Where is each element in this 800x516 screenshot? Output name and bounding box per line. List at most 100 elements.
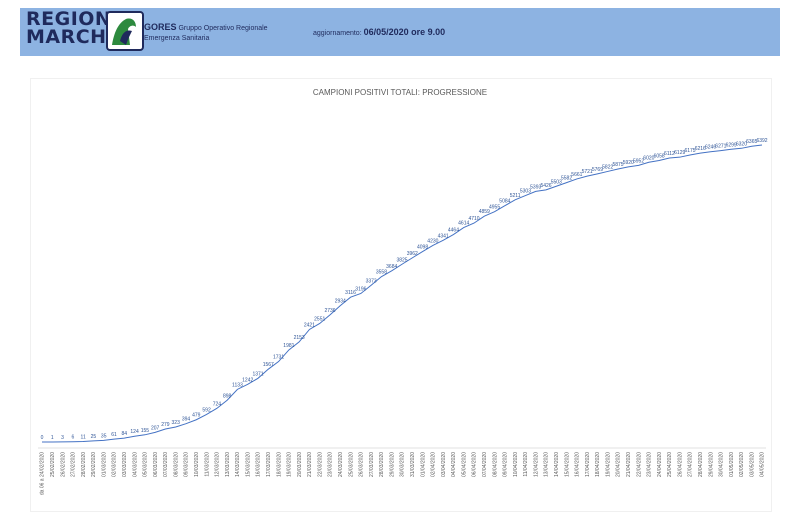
x-tick-label: 17/04/2020 <box>585 452 591 477</box>
x-tick-label: da 06 a 24/02/2020 <box>40 452 46 495</box>
data-label: 479 <box>192 413 201 419</box>
x-tick-label: 16/03/2020 <box>256 452 262 477</box>
data-label: 4341 <box>438 233 449 239</box>
data-label: 6365 <box>746 139 757 145</box>
x-tick-label: 22/03/2020 <box>317 452 323 477</box>
data-label: 5661 <box>571 172 582 178</box>
data-label: 4098 <box>417 245 428 251</box>
data-label: 5211 <box>510 193 521 199</box>
x-tick-label: 29/03/2020 <box>389 452 395 477</box>
data-label: 5393 <box>530 184 541 190</box>
data-label: 3558 <box>376 270 387 276</box>
x-tick-label: 19/04/2020 <box>605 452 611 477</box>
chart-frame <box>30 78 772 512</box>
x-tick-label: 12/03/2020 <box>215 452 221 477</box>
x-tick-label: 15/04/2020 <box>564 452 570 477</box>
logo-line-2: MARCHE <box>26 26 121 48</box>
x-tick-label: 26/02/2020 <box>60 452 66 477</box>
data-label: 61 <box>111 432 117 438</box>
x-tick-label: 06/03/2020 <box>153 452 159 477</box>
x-tick-label: 28/02/2020 <box>81 452 87 477</box>
data-label: 6 <box>71 435 74 441</box>
x-tick-label: 04/04/2020 <box>451 452 457 477</box>
data-label: 3684 <box>386 264 397 270</box>
data-label: 4710 <box>468 216 479 222</box>
org-desc-1: Gruppo Operativo Regionale <box>178 25 268 32</box>
data-label: 592 <box>202 407 211 413</box>
x-tick-label: 30/03/2020 <box>400 452 406 477</box>
chart-title: CAMPIONI POSITIVI TOTALI: PROGRESSIONE <box>312 88 488 97</box>
x-tick-label: 25/04/2020 <box>667 452 673 477</box>
x-tick-label: 26/03/2020 <box>359 452 365 477</box>
data-label: 84 <box>122 431 128 437</box>
data-label: 1567 <box>263 362 274 368</box>
data-label: 3116 <box>345 290 356 296</box>
x-tick-label: 25/02/2020 <box>50 452 56 477</box>
x-tick-label: 06/04/2020 <box>472 452 478 477</box>
data-label: 4614 <box>458 221 469 227</box>
x-tick-label: 03/03/2020 <box>122 452 128 477</box>
data-label: 898 <box>223 393 232 399</box>
x-tick-label: 13/03/2020 <box>225 452 231 477</box>
x-tick-label: 28/03/2020 <box>379 452 385 477</box>
x-tick-label: 27/02/2020 <box>71 452 77 477</box>
data-label: 3 <box>61 435 64 441</box>
data-label: 124 <box>130 429 139 435</box>
data-label: 5426 <box>540 183 551 189</box>
x-tick-label: 26/04/2020 <box>677 452 683 477</box>
data-label: 2421 <box>304 322 315 328</box>
data-label: 0 <box>41 435 44 441</box>
x-tick-label: 18/04/2020 <box>595 452 601 477</box>
x-tick-label: 24/04/2020 <box>657 452 663 477</box>
x-tick-label: 13/04/2020 <box>544 452 550 477</box>
x-tick-label: 20/04/2020 <box>616 452 622 477</box>
data-label: 6271 <box>715 144 726 150</box>
x-tick-label: 30/04/2020 <box>719 452 725 477</box>
data-label: 5721 <box>582 169 593 175</box>
data-label: 5822 <box>602 164 613 170</box>
x-tick-label: 15/03/2020 <box>245 452 251 477</box>
x-tick-label: 17/03/2020 <box>266 452 272 477</box>
data-label: 1981 <box>283 343 294 349</box>
data-label: 2736 <box>324 308 335 314</box>
data-label: 5952 <box>633 158 644 164</box>
x-tick-label: 24/03/2020 <box>338 452 344 477</box>
data-label: 6058 <box>654 153 665 159</box>
x-tick-label: 11/04/2020 <box>523 452 529 477</box>
x-tick-label: 28/04/2020 <box>698 452 704 477</box>
x-tick-label: 27/03/2020 <box>369 452 375 477</box>
header-banner: REGIONE MARCHE GORES Gruppo Operativo Re… <box>20 8 780 56</box>
data-label: 4859 <box>479 209 490 215</box>
data-label: 6320 <box>736 141 747 147</box>
data-label: 5920 <box>623 160 634 166</box>
x-tick-label: 03/04/2020 <box>441 452 447 477</box>
x-tick-label: 07/04/2020 <box>482 452 488 477</box>
data-label: 4955 <box>489 205 500 211</box>
org-desc-2: Emergenza Sanitaria <box>144 35 210 42</box>
data-label: 1731 <box>273 355 284 361</box>
data-label: 5875 <box>612 162 623 168</box>
x-tick-label: 29/02/2020 <box>91 452 97 477</box>
data-label: 155 <box>141 428 150 434</box>
data-label: 2934 <box>335 299 346 305</box>
data-label: 3196 <box>355 286 366 292</box>
x-tick-label: 01/04/2020 <box>420 452 426 477</box>
x-tick-label: 08/03/2020 <box>173 452 179 477</box>
data-label: 1242 <box>242 377 253 383</box>
x-tick-label: 21/03/2020 <box>307 452 313 477</box>
x-tick-label: 04/03/2020 <box>132 452 138 477</box>
x-tick-label: 05/03/2020 <box>143 452 149 477</box>
data-label: 25 <box>91 434 97 440</box>
x-tick-label: 22/04/2020 <box>636 452 642 477</box>
data-label: 6246 <box>705 145 716 151</box>
x-tick-label: 14/03/2020 <box>235 452 241 477</box>
x-tick-label: 20/03/2020 <box>297 452 303 477</box>
data-label: 6299 <box>726 142 737 148</box>
data-label: 4230 <box>427 238 438 244</box>
x-tick-label: 14/04/2020 <box>554 452 560 477</box>
x-tick-label: 23/03/2020 <box>328 452 334 477</box>
data-label: 6216 <box>695 146 706 152</box>
x-tick-label: 21/04/2020 <box>626 452 632 477</box>
data-label: 11 <box>81 434 86 440</box>
